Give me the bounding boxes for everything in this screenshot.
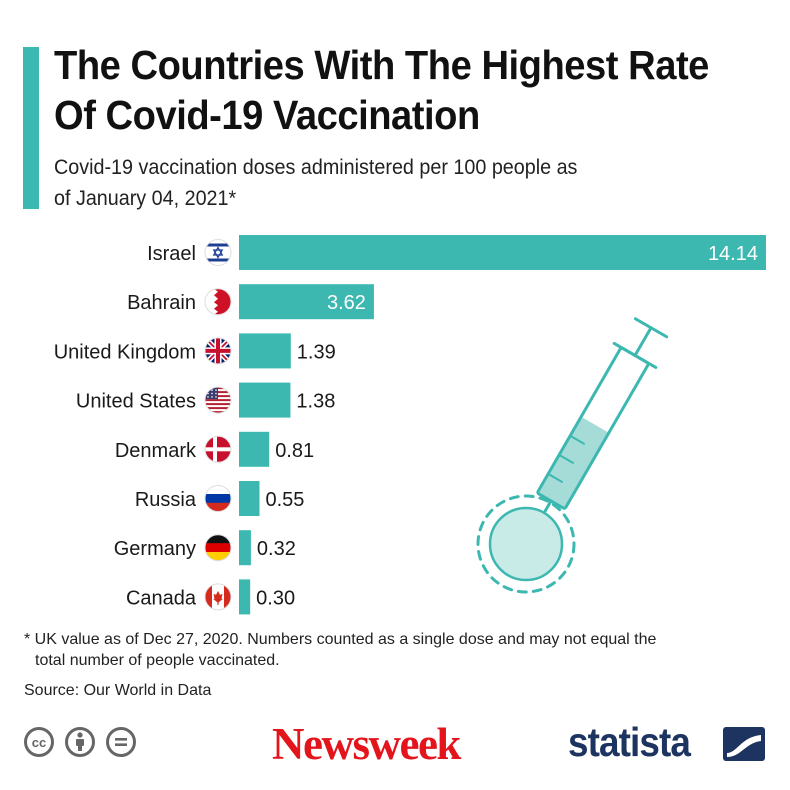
bar-canada: [239, 579, 251, 615]
uk-flag-icon: [204, 337, 232, 365]
footnote: * UK value as of Dec 27, 2020. Numbers c…: [24, 631, 657, 669]
newsweek-logo[interactable]: Newsweek: [272, 719, 461, 769]
value-label: 0.81: [275, 440, 314, 462]
bar-germany: [239, 530, 251, 566]
category-label: Bahrain: [127, 292, 196, 314]
bar-russia: [239, 481, 260, 516]
category-label: United Kingdom: [54, 341, 196, 363]
no-derivatives-icon[interactable]: [106, 727, 136, 757]
us-flag-icon: [204, 386, 232, 414]
value-label: 14.14: [708, 243, 758, 265]
israel-flag-icon: [204, 239, 232, 266]
creative-commons-icon[interactable]: cc: [24, 727, 54, 757]
attribution-icon[interactable]: [65, 727, 95, 757]
statista-logo-text[interactable]: statista: [568, 719, 691, 765]
canada-flag-icon: [204, 583, 232, 611]
category-label: Denmark: [115, 440, 197, 462]
value-label: 1.38: [296, 391, 335, 413]
category-label: Canada: [126, 587, 197, 609]
bar-bahrain: [239, 284, 374, 320]
category-label: United States: [76, 391, 196, 413]
value-label: 0.32: [257, 538, 296, 560]
category-label: Germany: [114, 538, 196, 560]
title-accent-bar: [23, 47, 39, 209]
bahrain-flag-icon: [204, 288, 232, 316]
bar-denmark: [239, 431, 270, 467]
bar-united-kingdom: [239, 333, 291, 369]
bar-united-states: [239, 382, 291, 418]
source-text: Source: Our World in Data: [24, 682, 212, 699]
license-icons: cc: [24, 727, 136, 757]
bar-israel: [239, 235, 766, 270]
category-label: Israel: [147, 243, 196, 265]
value-label: 0.55: [265, 489, 304, 511]
category-label: Russia: [135, 489, 197, 511]
page-subtitle: Covid-19 vaccination doses administered …: [54, 156, 578, 210]
page-title: The Countries With The Highest Rate Of C…: [54, 42, 709, 138]
russia-flag-icon: [204, 485, 232, 512]
syringe-illustration: [476, 317, 669, 594]
germany-flag-icon: [204, 534, 232, 562]
value-label: 3.62: [327, 292, 366, 314]
statista-logo-icon[interactable]: [723, 727, 765, 761]
denmark-flag-icon: [204, 435, 232, 463]
value-label: 0.30: [256, 587, 295, 609]
value-label: 1.39: [297, 341, 336, 363]
